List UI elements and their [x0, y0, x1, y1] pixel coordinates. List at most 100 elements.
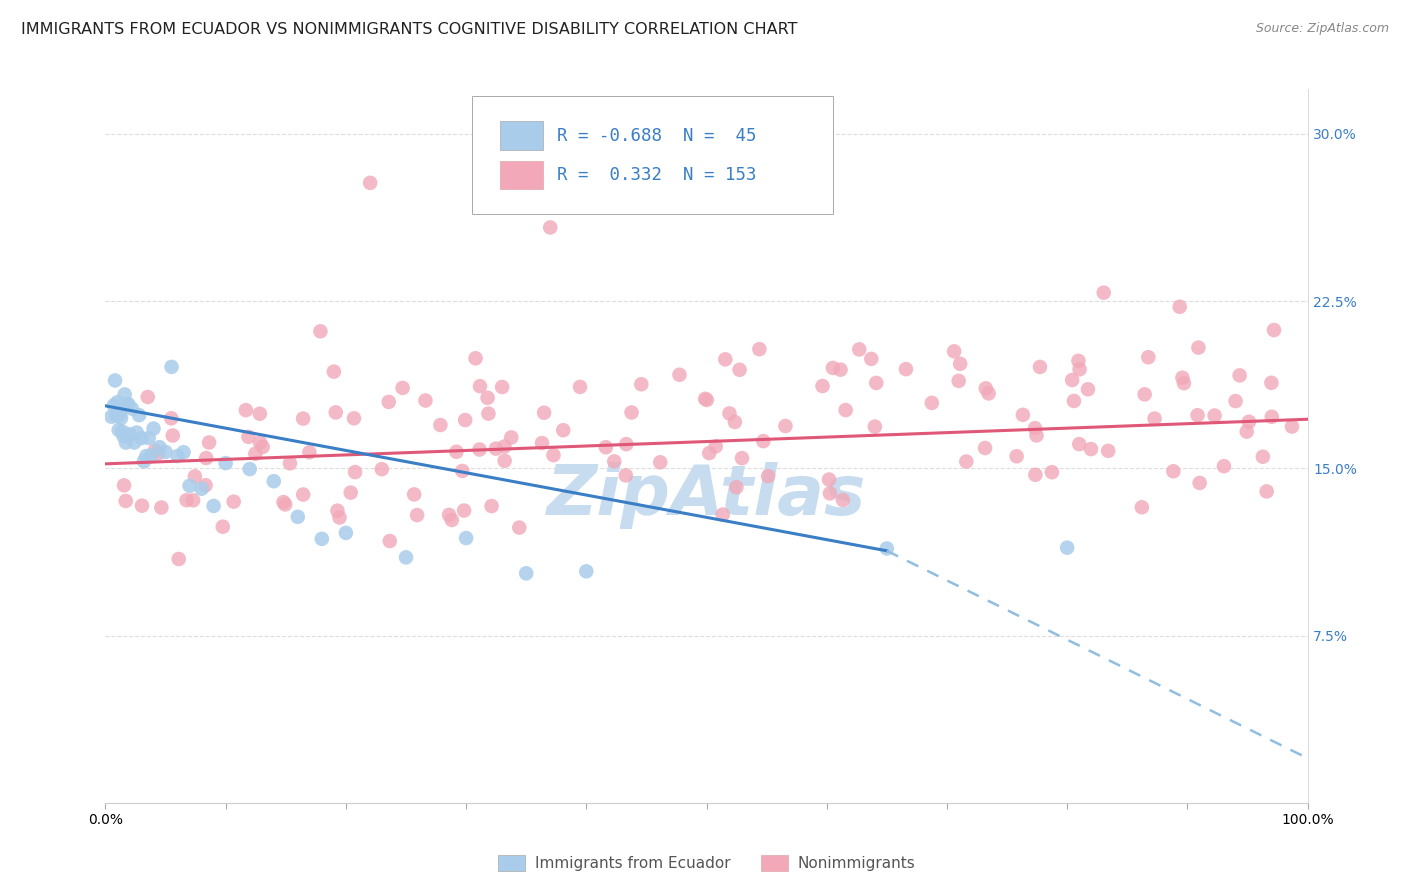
Point — [943, 344, 966, 359]
Point — [1056, 541, 1078, 555]
Point — [1236, 425, 1258, 439]
Point — [724, 415, 747, 429]
Point — [468, 442, 491, 457]
Point — [235, 403, 257, 417]
Point — [287, 509, 309, 524]
Point — [752, 434, 775, 449]
Point — [173, 445, 195, 459]
Point — [125, 425, 148, 440]
Point — [1063, 393, 1085, 408]
Point — [481, 499, 503, 513]
Point — [1077, 382, 1099, 396]
Point — [344, 465, 367, 479]
Point — [184, 469, 207, 483]
Point — [404, 487, 426, 501]
Point — [477, 407, 499, 421]
Text: R = -0.688  N =  45: R = -0.688 N = 45 — [557, 127, 756, 145]
Point — [491, 380, 513, 394]
Point — [359, 176, 381, 190]
Point — [650, 455, 672, 469]
Point — [131, 431, 153, 445]
Point — [863, 419, 886, 434]
Point — [298, 445, 321, 459]
Point — [1281, 419, 1303, 434]
Point — [446, 444, 468, 458]
Point — [273, 495, 295, 509]
Point — [107, 423, 129, 437]
Point — [575, 565, 598, 579]
Point — [179, 479, 201, 493]
Point — [1069, 437, 1091, 451]
Point — [974, 441, 997, 455]
Text: IMMIGRANTS FROM ECUADOR VS NONIMMIGRANTS COGNITIVE DISABILITY CORRELATION CHART: IMMIGRANTS FROM ECUADOR VS NONIMMIGRANTS… — [21, 22, 797, 37]
Point — [343, 411, 366, 425]
Point — [1012, 408, 1035, 422]
Point — [695, 392, 717, 406]
Point — [1080, 442, 1102, 456]
Point — [494, 454, 516, 468]
Text: R =  0.332  N = 153: R = 0.332 N = 153 — [557, 166, 756, 184]
Point — [865, 376, 887, 390]
Point — [406, 508, 429, 522]
Point — [117, 397, 139, 411]
Point — [1130, 500, 1153, 515]
Point — [1229, 368, 1251, 383]
Point — [114, 494, 136, 508]
Point — [697, 446, 720, 460]
Point — [668, 368, 690, 382]
Point — [391, 381, 413, 395]
Point — [112, 478, 135, 492]
Point — [696, 392, 718, 407]
Point — [335, 525, 357, 540]
Point — [630, 377, 652, 392]
Point — [614, 437, 637, 451]
Point — [876, 541, 898, 556]
Point — [148, 446, 170, 460]
Point — [531, 436, 554, 450]
Point — [1173, 376, 1195, 391]
Point — [1024, 467, 1046, 482]
Point — [263, 474, 285, 488]
Point — [128, 408, 150, 422]
Point — [311, 532, 333, 546]
Point — [603, 454, 626, 468]
Point — [135, 449, 157, 463]
Point — [614, 468, 637, 483]
Point — [1040, 465, 1063, 479]
Point — [1069, 362, 1091, 376]
Point — [1097, 443, 1119, 458]
Point — [543, 448, 565, 462]
Point — [832, 493, 855, 508]
Point — [1067, 354, 1090, 368]
Point — [143, 443, 166, 458]
Point — [238, 430, 260, 444]
Point — [1133, 387, 1156, 401]
Point — [756, 469, 779, 483]
Point — [775, 419, 797, 434]
Point — [485, 442, 508, 456]
Point — [309, 324, 332, 338]
Bar — [499, 121, 543, 150]
Point — [190, 482, 212, 496]
Point — [821, 360, 844, 375]
Point — [440, 513, 463, 527]
Point — [1137, 351, 1160, 365]
Point — [371, 462, 394, 476]
Point — [239, 462, 262, 476]
Point — [211, 519, 233, 533]
Point — [834, 403, 856, 417]
Point — [1168, 300, 1191, 314]
Point — [451, 464, 474, 478]
Point — [107, 395, 129, 409]
Point — [731, 451, 754, 466]
Point — [111, 425, 134, 439]
Point — [494, 440, 516, 454]
Point — [1187, 341, 1209, 355]
Point — [245, 447, 267, 461]
Point — [468, 379, 491, 393]
Point — [464, 351, 486, 366]
Text: Source: ZipAtlas.com: Source: ZipAtlas.com — [1256, 22, 1389, 36]
Point — [274, 497, 297, 511]
Point — [131, 499, 153, 513]
Point — [176, 493, 198, 508]
